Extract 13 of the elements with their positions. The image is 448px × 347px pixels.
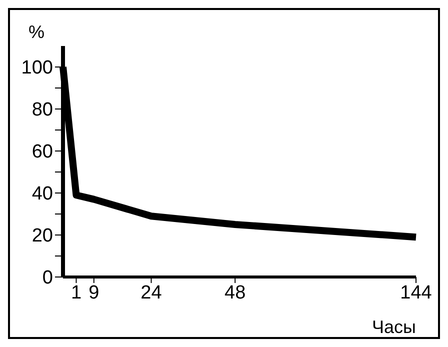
y-tick-label: 100 bbox=[21, 58, 53, 79]
y-tick-label: 20 bbox=[32, 226, 53, 247]
x-tick-label: 144 bbox=[400, 282, 432, 304]
x-tick-label: 24 bbox=[140, 282, 162, 304]
x-tick-label: 9 bbox=[88, 282, 100, 304]
y-tick-label: 0 bbox=[42, 268, 53, 289]
y-tick-label: 80 bbox=[32, 100, 53, 121]
y-tick-label: 60 bbox=[32, 142, 53, 163]
x-axis-title: Часы bbox=[372, 317, 416, 337]
y-tick-label: 40 bbox=[32, 184, 53, 205]
x-tick-label: 48 bbox=[224, 282, 246, 304]
x-tick-label: 1 bbox=[70, 282, 82, 304]
y-axis-title: % bbox=[28, 22, 45, 42]
